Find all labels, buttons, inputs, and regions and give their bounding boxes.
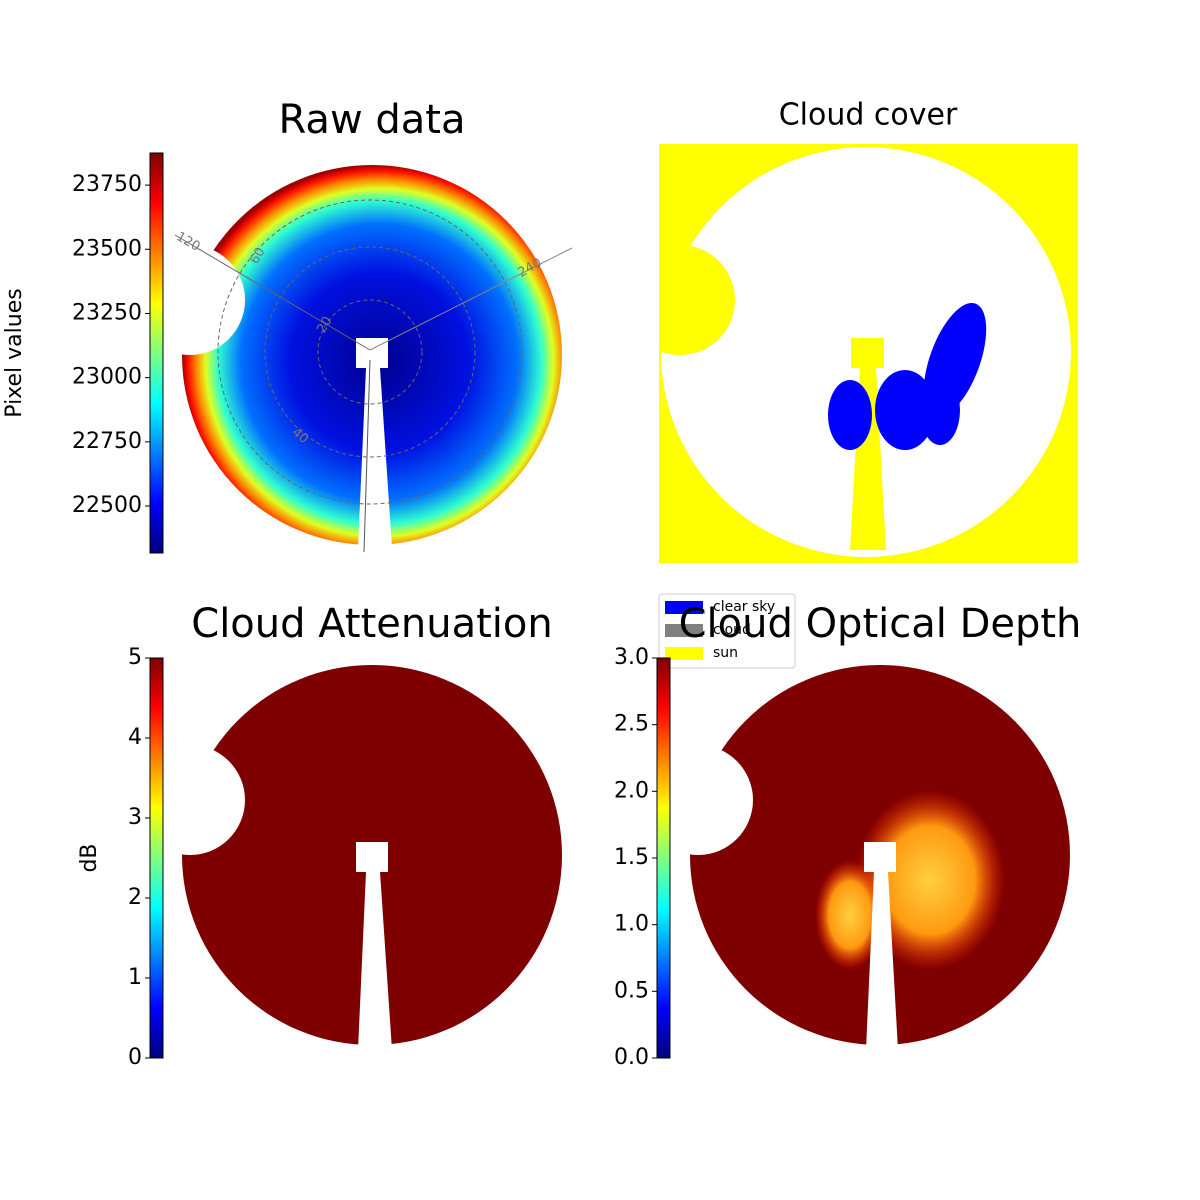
raw-image bbox=[135, 165, 573, 553]
attenuation-image bbox=[135, 665, 562, 1050]
colorbar-tick-label: 23750 bbox=[72, 172, 142, 197]
polar-grid-label: 20 bbox=[314, 314, 335, 336]
colorbar-tick-label: 2.0 bbox=[614, 778, 649, 803]
colorbar bbox=[149, 657, 164, 1059]
legend-swatch bbox=[665, 647, 703, 660]
colorbar-tick-label: 2.5 bbox=[614, 712, 649, 737]
panel-title: Cloud Attenuation bbox=[191, 601, 552, 647]
legend-label: clear sky bbox=[713, 599, 775, 615]
panel-title: Cloud Optical Depth bbox=[679, 601, 1082, 647]
colorbar-tick-label: 3.0 bbox=[614, 645, 649, 670]
colorbar-tick-label: 23000 bbox=[72, 365, 142, 390]
colorbar-tick-label: 1.5 bbox=[614, 845, 649, 870]
colorbar-tick-label: 22500 bbox=[72, 493, 142, 518]
cod-image bbox=[643, 665, 1070, 1050]
panel-title: Cloud cover bbox=[779, 98, 958, 133]
colorbar bbox=[656, 657, 671, 1059]
colorbar-tick-label: 3 bbox=[128, 805, 142, 830]
colorbar-label: Pixel values bbox=[2, 288, 27, 417]
legend-swatch bbox=[665, 601, 703, 614]
colorbar-tick-label: 1.0 bbox=[614, 912, 649, 937]
colorbar-tick-label: 1 bbox=[128, 965, 142, 990]
colorbar-tick-label: 4 bbox=[128, 725, 142, 750]
colorbar-tick-label: 23500 bbox=[72, 236, 142, 261]
colorbar-tick-label: 5 bbox=[128, 645, 142, 670]
colorbar bbox=[149, 152, 164, 554]
cloud-cover-image bbox=[659, 144, 1078, 563]
legend-label: cloud bbox=[713, 622, 751, 638]
colorbar-label: dB bbox=[77, 843, 102, 872]
colorbar-tick-label: 22750 bbox=[72, 429, 142, 454]
polar-grid-label: 60 bbox=[247, 245, 268, 267]
colorbar-tick-label: 2 bbox=[128, 885, 142, 910]
colorbar-tick-label: 0 bbox=[128, 1045, 142, 1070]
legend-swatch bbox=[665, 624, 703, 637]
colorbar-tick-label: 0.0 bbox=[614, 1045, 649, 1070]
panel-title: Raw data bbox=[279, 97, 466, 143]
colorbar-tick-label: 0.5 bbox=[614, 978, 649, 1003]
legend-label: sun bbox=[713, 645, 738, 661]
colorbar-tick-label: 23250 bbox=[72, 300, 142, 325]
